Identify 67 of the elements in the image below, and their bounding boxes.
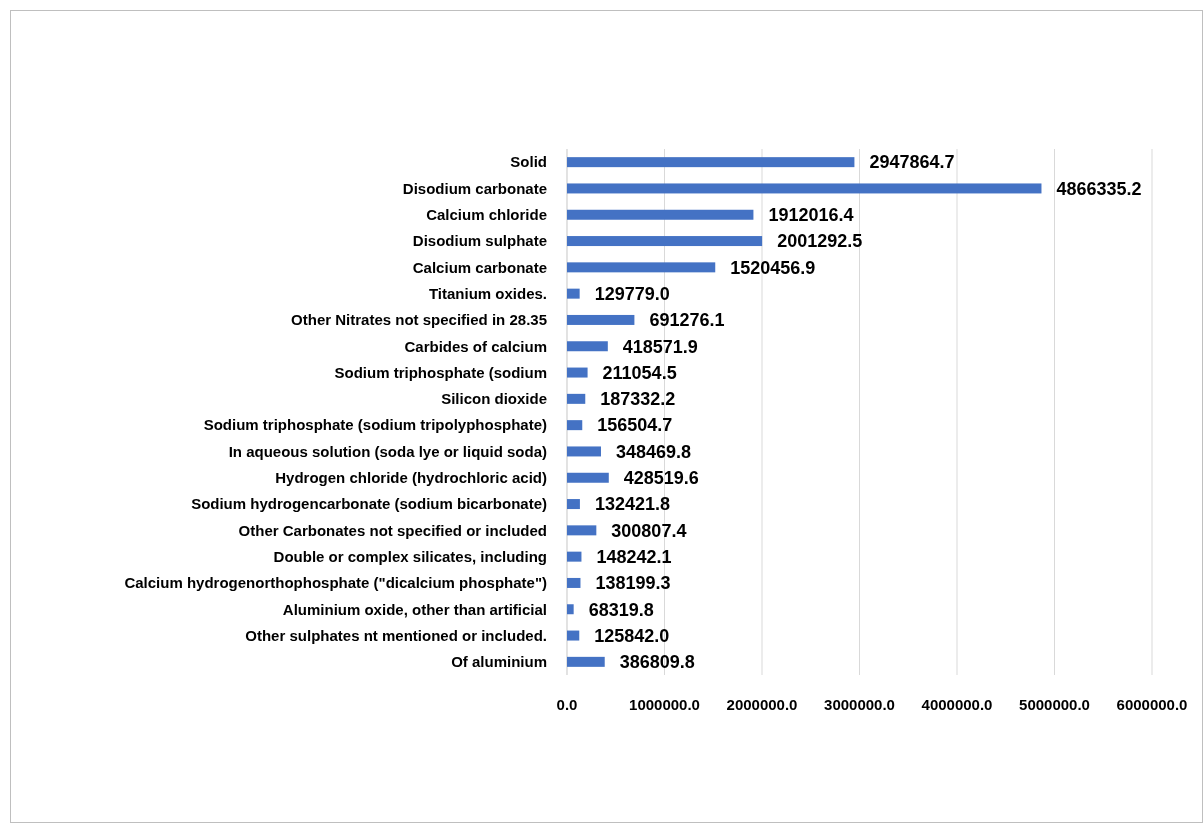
- y-tick-label: Silicon dioxide: [441, 390, 547, 408]
- y-tick-label: Calcium hydrogenorthophosphate ("dicalcium phosphate"): [124, 574, 547, 592]
- data-label: 300807.4: [611, 520, 687, 541]
- data-label: 138199.3: [595, 573, 671, 594]
- data-label: 68319.8: [588, 599, 654, 620]
- x-tick-label: 3000000.0: [824, 696, 895, 714]
- y-tick-label: Disodium sulphate: [412, 232, 547, 250]
- y-tick-label: Other Carbonates not specified or included: [238, 521, 547, 539]
- x-tick-label: 2000000.0: [726, 696, 798, 714]
- data-label: 1912016.4: [768, 205, 854, 226]
- data-label: 1520456.9: [730, 257, 816, 278]
- y-tick-label: Sodium hydrogencarbonate (sodium bicarbonate): [191, 495, 547, 513]
- bar: [567, 630, 580, 641]
- data-label: 348469.8: [615, 441, 692, 462]
- bar: [567, 314, 635, 325]
- y-tick-label: Aluminium oxide, other than artificial: [282, 600, 547, 618]
- bar: [567, 236, 763, 247]
- y-tick-label: Hydrogen chloride (hydrochloric acid): [275, 469, 547, 486]
- data-label: 129779.0: [594, 283, 670, 304]
- bar: [567, 656, 605, 667]
- y-tick-label: Calcium carbonate: [412, 258, 547, 276]
- data-label: 691276.1: [649, 310, 725, 331]
- data-label: 148242.1: [596, 546, 672, 567]
- bar: [567, 183, 1042, 194]
- data-label: 418571.9: [622, 336, 698, 357]
- bar: [567, 209, 754, 220]
- bar: [567, 577, 581, 588]
- x-tick-label: 1000000.0: [629, 696, 700, 714]
- bar: [567, 499, 580, 510]
- data-label: 4866335.2: [1056, 178, 1142, 199]
- y-tick-label: Other sulphates nt mentioned or included.: [245, 626, 547, 644]
- bar: [567, 446, 601, 457]
- y-tick-label: Other Nitrates not specified in 28.35: [291, 311, 547, 329]
- data-label: 187332.2: [600, 389, 676, 410]
- bar: [567, 157, 855, 168]
- y-tick-label: Sodium triphosphate (sodium tripolyphosphate): [203, 416, 547, 434]
- x-tick-label: 5000000.0: [1019, 696, 1090, 714]
- y-tick-label: Carbides of calcium: [404, 337, 547, 355]
- bar: [567, 525, 597, 536]
- x-tick-label: 6000000.0: [1116, 696, 1188, 714]
- x-tick-label: 0.0: [556, 696, 578, 714]
- data-label: 156504.7: [597, 415, 673, 436]
- bar: [567, 472, 609, 483]
- y-tick-label: In aqueous solution (soda lye or liquid soda): [228, 442, 547, 460]
- bar: [567, 393, 586, 404]
- y-tick-label: Of aluminium: [451, 653, 547, 671]
- y-tick-label: Solid: [510, 153, 547, 171]
- bar: [567, 367, 588, 378]
- bar: [567, 551, 582, 562]
- bar: [567, 604, 574, 615]
- data-label: 2001292.5: [777, 231, 863, 252]
- data-label: 132421.8: [594, 494, 670, 515]
- data-label: 125842.0: [594, 625, 670, 646]
- y-tick-label: Disodium carbonate: [402, 179, 547, 197]
- y-tick-label: Calcium chloride: [426, 206, 547, 223]
- data-label: 2947864.7: [869, 152, 955, 173]
- y-tick-label: Titanium oxides.: [428, 284, 547, 302]
- bar: [567, 420, 583, 431]
- bar: [567, 341, 608, 352]
- data-label: 211054.5: [602, 362, 677, 383]
- data-label: 428519.6: [623, 468, 699, 489]
- bar: [567, 288, 580, 299]
- x-tick-label: 4000000.0: [921, 696, 993, 714]
- y-tick-label: Double or complex silicates, including: [273, 547, 547, 565]
- data-label: 386809.8: [619, 652, 695, 673]
- bar: [567, 262, 716, 273]
- y-tick-label: Sodium triphosphate (sodium: [334, 363, 547, 381]
